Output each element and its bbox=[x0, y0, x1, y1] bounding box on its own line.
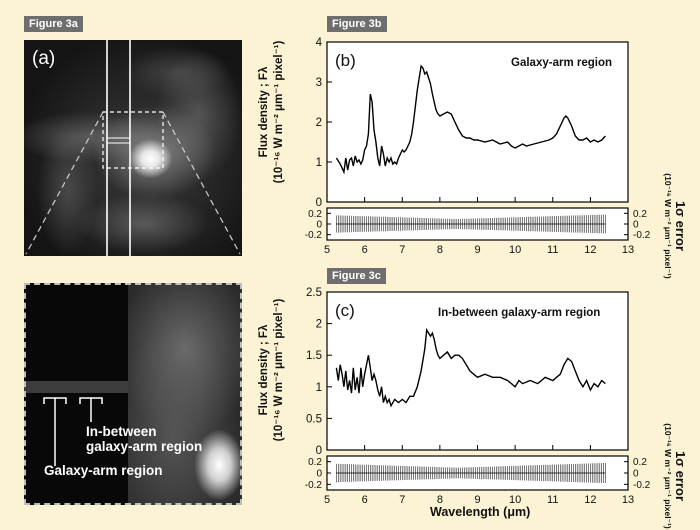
err-label-b-line1: 1σ error bbox=[673, 200, 688, 252]
chart-c-xtick-label: 13 bbox=[622, 494, 634, 506]
chart-c-err-ytick-label-right: -0.2 bbox=[633, 480, 651, 491]
chart-b-xtick-label: 10 bbox=[509, 244, 521, 256]
chart-b-ytick-label: 4 bbox=[316, 37, 323, 49]
chart-b-xtick-label: 13 bbox=[622, 244, 634, 256]
chart-b-xtick-label: 11 bbox=[547, 244, 558, 256]
chart-b-err-ytick-label: -0.2 bbox=[305, 230, 323, 241]
ylabel-b-line1: Flux density ; Fλ bbox=[258, 66, 270, 158]
projection-line-left bbox=[25, 111, 104, 255]
zoom-crop-image bbox=[24, 283, 242, 505]
chart-c-xtick-label: 9 bbox=[474, 494, 480, 506]
chart-c-xtick-label: 8 bbox=[437, 494, 443, 506]
chart-c-xtick-label: 10 bbox=[509, 494, 521, 506]
chart-b-ytick-label: 3 bbox=[316, 77, 322, 89]
chart-c-ytick-label: 0.5 bbox=[306, 413, 322, 425]
chart-b-xtick-label: 6 bbox=[362, 244, 368, 256]
chart-c-err-ytick-label-right: 0 bbox=[633, 469, 639, 480]
zoom-box bbox=[102, 111, 164, 169]
chart-b-ytick-label: 1 bbox=[316, 157, 322, 169]
crop-bright-region bbox=[128, 283, 242, 505]
ylabel-b-line2: (10⁻¹⁶ W m⁻² μm⁻¹ pixel⁻¹) bbox=[273, 40, 285, 184]
chart-b-err-ytick-label: 0.2 bbox=[308, 209, 322, 220]
ylabel-c-line1: Flux density ; Fλ bbox=[258, 324, 270, 416]
chart-b-ytick-label: 0 bbox=[316, 197, 322, 209]
err-label-c-line2: (10⁻¹⁶ W m⁻² μm⁻¹ pixel⁻¹) bbox=[663, 423, 673, 529]
chart-b-err-ytick-label: 0 bbox=[316, 220, 322, 231]
chart-c-err-ytick-label: 0.2 bbox=[308, 457, 322, 468]
chart-b-spectrum-line bbox=[335, 64, 606, 175]
chart-b-err-ytick-label-right: 0 bbox=[633, 220, 639, 231]
figure-3c-tag: Figure 3c bbox=[327, 268, 386, 284]
figure-3a-tag: Figure 3a bbox=[24, 16, 83, 32]
chart-b-xtick-label: 12 bbox=[584, 244, 596, 256]
chart-c-ytick-label: 2.5 bbox=[306, 287, 322, 299]
chart-b-ytick-label: 2 bbox=[316, 117, 322, 129]
chart-b-err-ytick-label-right: 0.2 bbox=[633, 209, 647, 220]
chart-b-xtick-label: 8 bbox=[437, 244, 443, 256]
ylabel-c-line2: (10⁻¹⁶ W m⁻² μm⁻¹ pixel⁻¹) bbox=[273, 298, 285, 442]
xlabel: Wavelength (μm) bbox=[430, 505, 531, 519]
chart-b-xtick-label: 5 bbox=[324, 244, 330, 256]
panel-a-label: (a) bbox=[32, 48, 56, 69]
between-bracket bbox=[79, 397, 103, 422]
chart-c-spectrum-line bbox=[335, 327, 606, 408]
chart-c-err-ytick-label-right: 0.2 bbox=[633, 457, 647, 468]
chart-c-err-ytick-label: -0.2 bbox=[305, 480, 323, 491]
projection-line-right bbox=[162, 111, 241, 255]
chart-c-err-ytick-label: 0 bbox=[316, 469, 322, 480]
slit-strip bbox=[24, 381, 128, 393]
err-label-b-line2: (10⁻¹⁶ W m⁻² μm⁻¹ pixel⁻¹) bbox=[663, 173, 673, 279]
chart-c-title: In-between galaxy-arm region bbox=[438, 307, 600, 319]
arm-bracket bbox=[43, 397, 67, 466]
chart-c-xtick-label: 12 bbox=[584, 494, 596, 506]
chart-c-xtick-label: 5 bbox=[324, 494, 330, 506]
chart-c-xtick-label: 6 bbox=[362, 494, 368, 506]
chart-b-panel-label: (b) bbox=[335, 51, 356, 70]
chart-b-xtick-label: 9 bbox=[474, 244, 480, 256]
figure-3b-tag: Figure 3b bbox=[327, 16, 387, 32]
chart-c-plot-frame bbox=[326, 291, 629, 451]
chart-c-panel-label: (c) bbox=[335, 301, 355, 320]
in-between-label-line1: In-between bbox=[86, 424, 157, 439]
chart-c-ytick-label: 0 bbox=[316, 445, 322, 457]
galaxy-image: (a) bbox=[24, 40, 242, 256]
chart-c-xtick-label: 7 bbox=[399, 494, 405, 506]
chart-c-ytick-label: 1.5 bbox=[306, 350, 322, 362]
err-label-c-line1: 1σ error bbox=[673, 450, 688, 502]
chart-b-title: Galaxy-arm region bbox=[511, 57, 612, 69]
chart-b-xtick-label: 7 bbox=[399, 244, 405, 256]
chart-c-xtick-label: 11 bbox=[547, 494, 558, 506]
chart-c-ytick-label: 2 bbox=[316, 319, 322, 331]
chart-c-ytick-label: 1 bbox=[316, 382, 322, 394]
arm-region-label: Galaxy-arm region bbox=[44, 463, 163, 478]
in-between-label-line2: galaxy-arm region bbox=[86, 439, 203, 454]
chart-b-err-ytick-label-right: -0.2 bbox=[633, 230, 651, 241]
chart-b-plot-frame bbox=[326, 41, 629, 203]
